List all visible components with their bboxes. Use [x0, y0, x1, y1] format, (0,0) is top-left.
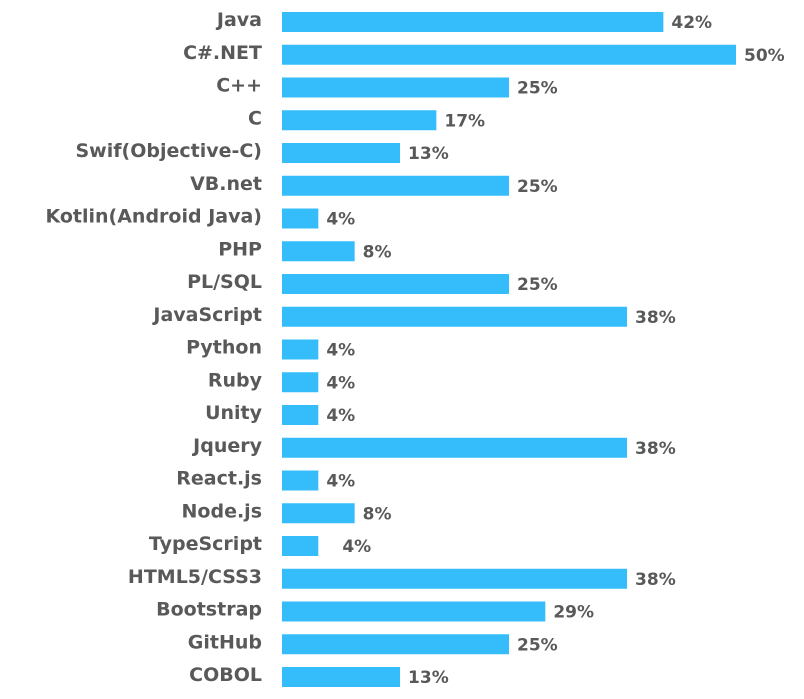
category-label: GitHub	[188, 631, 262, 653]
category-label: VB.net	[190, 173, 262, 195]
category-label: COBOL	[189, 664, 262, 686]
category-label: Java	[215, 9, 262, 31]
bars-group	[282, 12, 736, 687]
category-label: Unity	[205, 402, 263, 424]
value-label: 4%	[326, 373, 355, 393]
bar-5	[282, 175, 509, 196]
bar-4	[282, 143, 401, 163]
value-label: 4%	[326, 472, 355, 492]
bar-15	[282, 503, 355, 524]
value-label: 13%	[408, 144, 449, 164]
value-label: 8%	[363, 504, 392, 524]
category-label: Swif(Objective-C)	[76, 140, 263, 162]
bar-3	[282, 110, 437, 131]
bar-14	[282, 470, 319, 491]
value-label: 25%	[517, 275, 558, 295]
category-label: PHP	[218, 238, 262, 260]
value-label: 4%	[326, 341, 355, 361]
bar-2	[282, 77, 509, 98]
bar-13	[282, 437, 628, 458]
category-label: C#.NET	[183, 42, 262, 64]
category-label: C	[248, 107, 262, 129]
value-label: 4%	[342, 537, 371, 557]
bar-10	[282, 339, 319, 360]
bar-1	[282, 44, 736, 65]
category-label: JavaScript	[151, 304, 262, 326]
value-label: 42%	[671, 13, 712, 33]
value-label: 25%	[517, 635, 558, 655]
bar-20	[282, 667, 401, 687]
bar-7	[282, 241, 355, 262]
value-labels-group: 42% 50% 25% 17% 13% 25% 4% 8% 25% 38% 4% 4% 4% 38% 4% 8…	[326, 13, 784, 688]
bar-19	[282, 634, 509, 655]
category-label: Bootstrap	[156, 599, 262, 621]
value-label: 25%	[517, 177, 558, 197]
category-label: PL/SQL	[187, 271, 262, 293]
category-label: Kotlin(Android Java)	[45, 206, 262, 228]
value-label: 4%	[326, 210, 355, 230]
bar-16	[282, 536, 319, 556]
value-label: 38%	[635, 570, 676, 590]
value-label: 38%	[635, 308, 676, 328]
value-label: 8%	[363, 242, 392, 262]
bar-0	[282, 12, 664, 32]
bar-12	[282, 405, 319, 425]
value-label: 17%	[444, 111, 485, 131]
category-label: Node.js	[182, 500, 262, 522]
category-label: TypeScript	[149, 533, 262, 555]
value-label: 4%	[326, 406, 355, 426]
value-label: 38%	[635, 439, 676, 459]
category-label: React.js	[176, 468, 262, 490]
category-label: Ruby	[208, 369, 263, 391]
category-label: Python	[186, 337, 262, 359]
category-label: C++	[216, 75, 262, 97]
bar-11	[282, 372, 319, 393]
bar-18	[282, 601, 546, 622]
bar-8	[282, 274, 509, 294]
value-label: 50%	[744, 46, 785, 66]
value-label: 13%	[408, 668, 449, 688]
category-label: HTML5/CSS3	[128, 566, 262, 588]
category-labels-group: Java C#.NET C++ C Swif(Objective-C) VB.net Kot…	[45, 9, 262, 686]
bar-17	[282, 568, 628, 589]
bar-9	[282, 306, 628, 327]
value-label: 29%	[553, 603, 594, 623]
bar-6	[282, 208, 319, 229]
value-label: 25%	[517, 79, 558, 99]
category-label: Jquery	[191, 435, 262, 457]
